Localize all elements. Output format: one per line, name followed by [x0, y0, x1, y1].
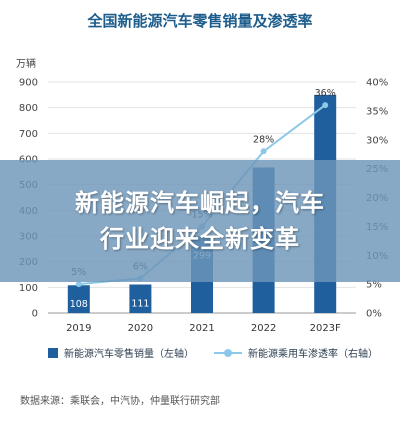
legend-item-penetration: 新能源乘用车渗透率（右轴） [214, 345, 378, 360]
left-axis-unit: 万辆 [16, 57, 36, 70]
source-note: 数据来源：乘联会，中汽协，仲量联行研究部 [20, 396, 220, 407]
left-tick-label: 900 [19, 78, 38, 89]
right-tick-label: 35% [366, 106, 388, 117]
x-tick-label: 2023F [310, 323, 341, 334]
right-tick-label: 40% [366, 78, 388, 89]
x-tick-label: 2021 [189, 323, 214, 334]
x-tick-label: 2022 [251, 323, 276, 334]
legend-label-penetration: 新能源乘用车渗透率（右轴） [248, 349, 378, 360]
overlay-banner: 新能源汽车崛起，汽车 行业迎来全新变革 [0, 160, 400, 282]
x-tick-label: 2020 [128, 323, 153, 334]
bar [129, 284, 152, 313]
bar-data-label: 108 [70, 299, 88, 310]
legend-swatch-bar [48, 347, 58, 358]
legend-item-sales: 新能源汽车零售销量（左轴） [48, 345, 194, 360]
bar [67, 285, 90, 313]
line-point [260, 148, 267, 155]
left-tick-label: 700 [19, 129, 38, 140]
line-point [322, 102, 329, 109]
bar-data-label: 111 [131, 299, 149, 310]
right-tick-label: 5% [366, 280, 382, 291]
banner-line-2: 行业迎来全新变革 [100, 225, 300, 253]
legend-label-sales: 新能源汽车零售销量（左轴） [64, 349, 194, 360]
left-tick-label: 800 [19, 103, 38, 114]
right-tick-label: 0% [366, 309, 382, 320]
line-data-label: 28% [253, 134, 274, 145]
line-point [75, 281, 82, 288]
chart-title: 全国新能源汽车零售销量及渗透率 [87, 12, 313, 30]
banner-line-1: 新能源汽车崛起，汽车 [75, 189, 325, 217]
chart-legend: 新能源汽车零售销量（左轴） 新能源乘用车渗透率（右轴） [48, 345, 378, 360]
right-tick-label: 30% [366, 135, 388, 146]
legend-swatch-line [214, 348, 242, 358]
left-tick-label: 0 [32, 309, 38, 320]
line-data-label: 36% [315, 88, 336, 99]
x-tick-label: 2019 [66, 323, 91, 334]
left-tick-label: 100 [19, 283, 38, 294]
